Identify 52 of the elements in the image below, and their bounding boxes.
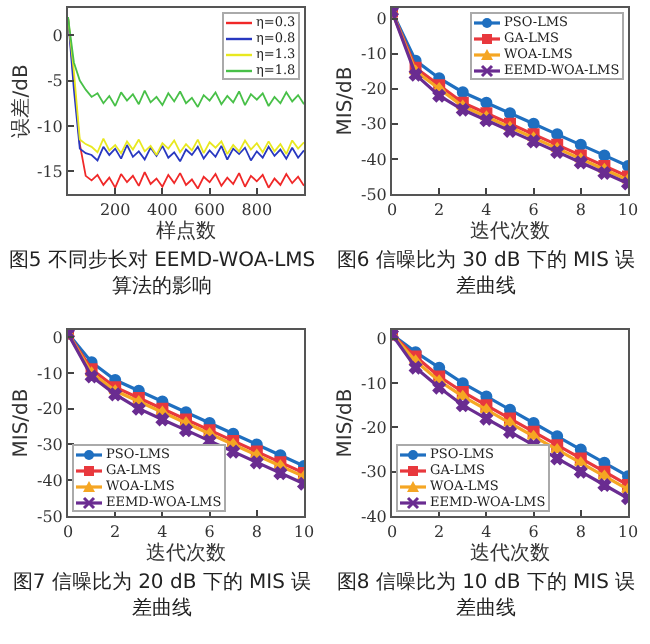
- y-tick-label: 0: [52, 328, 63, 347]
- x-tick-label: 400: [147, 201, 178, 220]
- y-tick-label: -20: [37, 400, 63, 419]
- y-axis-title: MIS/dB: [335, 388, 358, 458]
- x-tick-label: 6: [528, 523, 539, 542]
- y-tick-label: -30: [361, 463, 387, 482]
- y-axis-title: MIS/dB: [335, 66, 358, 136]
- y-tick-label: -40: [361, 507, 387, 526]
- x-axis-title: 迭代次数: [470, 541, 550, 566]
- y-tick-label: -30: [37, 436, 63, 455]
- text: 图7 信噪比为 20 dB 下的 MIS 误差曲线: [10, 569, 314, 624]
- x-tick-label: 800: [241, 201, 273, 220]
- x-tick-label: 2: [110, 523, 121, 542]
- x-tick-label: 8: [575, 201, 586, 220]
- y-tick-label: -5: [47, 72, 63, 91]
- y-tick-label: 0: [376, 330, 387, 349]
- x-tick-label: 4: [157, 523, 168, 542]
- y-tick-label: -10: [37, 117, 63, 136]
- y-tick-label: -30: [361, 115, 387, 134]
- x-axis-title: 迭代次数: [146, 541, 226, 566]
- x-tick-label: 6: [204, 523, 215, 542]
- x-axis-title: 迭代次数: [470, 219, 550, 244]
- y-tick-label: -40: [37, 471, 63, 490]
- x-tick-label: 6: [528, 201, 539, 220]
- y-tick-label: -10: [361, 45, 387, 64]
- x-tick-label: 200: [99, 201, 131, 220]
- x-tick-label: 4: [481, 523, 492, 542]
- y-tick-label: -10: [37, 364, 63, 383]
- y-tick-label: -10: [361, 374, 387, 393]
- x-tick-label: 600: [194, 201, 225, 220]
- x-tick-label: 10: [617, 523, 639, 542]
- y-axis-title: 误差/dB: [9, 64, 34, 138]
- y-tick-label: -20: [361, 419, 387, 438]
- x-tick-label: 4: [481, 201, 492, 220]
- y-tick-label: 0: [52, 26, 63, 45]
- y-axis-title: MIS/dB: [11, 388, 34, 458]
- y-tick-label: -40: [361, 150, 387, 169]
- x-tick-label: 8: [575, 523, 586, 542]
- text: 图5 不同步长对 EEMD-WOA-LMS 算法的影响: [6, 247, 318, 302]
- text: 图8 信噪比为 10 dB 下的 MIS 误差曲线: [334, 569, 638, 624]
- y-tick-label: -15: [37, 162, 63, 181]
- x-tick-label: 2: [434, 201, 445, 220]
- y-tick-label: -20: [361, 80, 387, 99]
- x-tick-label: 10: [293, 523, 315, 542]
- x-axis-title: 样点数: [156, 219, 216, 244]
- x-tick-label: 2: [434, 523, 445, 542]
- y-tick-label: -50: [361, 185, 387, 204]
- y-tick-label: 0: [376, 10, 387, 29]
- text: 图6 信噪比为 30 dB 下的 MIS 误差曲线: [334, 247, 638, 302]
- x-tick-label: 8: [251, 523, 262, 542]
- x-tick-label: 10: [617, 201, 639, 220]
- y-tick-label: -50: [37, 507, 63, 526]
